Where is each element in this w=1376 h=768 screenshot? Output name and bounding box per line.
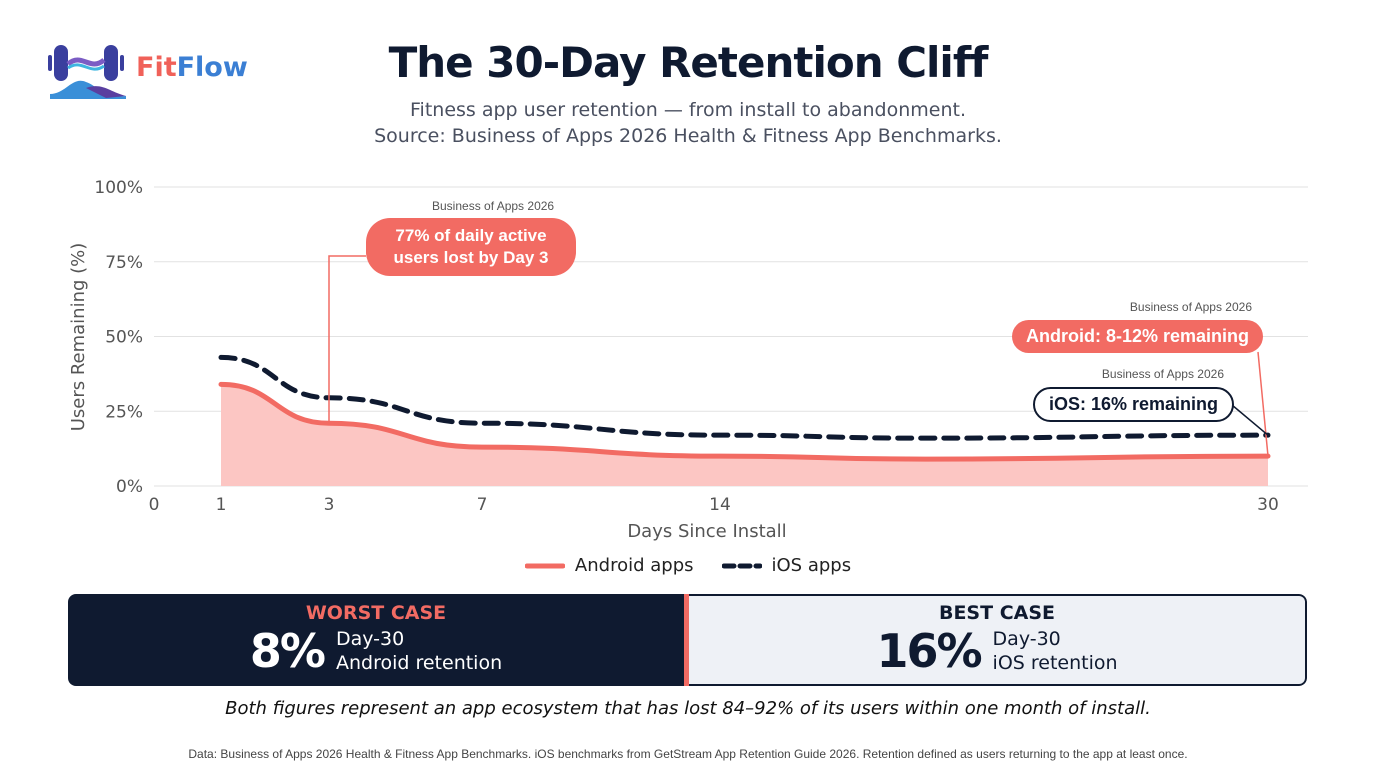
annotation-connector xyxy=(328,255,366,424)
worst-value: 8% xyxy=(249,624,326,678)
footnote: Data: Business of Apps 2026 Health & Fit… xyxy=(188,747,1188,761)
annotation-day3: 77% of daily active users lost by Day 3 xyxy=(366,218,576,276)
x-axis-label: Days Since Install xyxy=(627,521,786,542)
best-desc-2: iOS retention xyxy=(992,652,1118,674)
fitflow-logo-icon xyxy=(48,45,126,99)
y-tick-label: 0% xyxy=(116,477,143,497)
annotation-source: Business of Apps 2026 xyxy=(1101,367,1224,381)
worst-case-card: WORST CASE 8% Day-30 Android retention xyxy=(68,594,684,686)
legend-item-ios: iOS apps xyxy=(721,555,852,576)
x-tick-label: 30 xyxy=(1257,495,1279,515)
best-value: 16% xyxy=(876,624,982,678)
legend: Android apps iOS apps xyxy=(0,555,1376,576)
subtitle: Fitness app user retention — from instal… xyxy=(410,99,966,121)
annotation-source: Business of Apps 2026 xyxy=(1129,300,1252,314)
best-desc-1: Day-30 xyxy=(992,628,1061,650)
divider xyxy=(684,594,689,686)
best-heading: BEST CASE xyxy=(938,602,1056,624)
annotation-android: Android: 8-12% remaining xyxy=(1011,320,1263,353)
best-case-card: BEST CASE 16% Day-30 iOS retention xyxy=(689,594,1307,686)
legend-label: iOS apps xyxy=(771,555,852,576)
worst-desc-2: Android retention xyxy=(335,652,503,674)
x-tick-label: 3 xyxy=(324,495,335,515)
source-line: Source: Business of Apps 2026 Health & F… xyxy=(374,125,1002,147)
legend-item-android: Android apps xyxy=(524,555,694,576)
annotation-ios: iOS: 16% remaining xyxy=(1032,387,1234,422)
y-tick-label: 75% xyxy=(105,253,143,273)
x-tick-label: 7 xyxy=(477,495,488,515)
y-tick-label: 50% xyxy=(105,328,143,348)
x-tick-label: 14 xyxy=(709,495,731,515)
annotation-connector xyxy=(1257,351,1269,457)
summary-text: Both figures represent an app ecosystem … xyxy=(225,698,1151,719)
legend-label: Android apps xyxy=(574,555,694,576)
legend-swatch-ios xyxy=(721,563,762,568)
y-tick-label: 100% xyxy=(94,178,143,198)
legend-swatch-android xyxy=(524,563,565,568)
annotation-connector xyxy=(1231,404,1269,436)
worst-heading: WORST CASE xyxy=(305,602,447,624)
worst-desc-1: Day-30 xyxy=(335,628,405,650)
x-tick-label: 0 xyxy=(149,495,160,515)
x-tick-label: 1 xyxy=(216,495,227,515)
annotation-source: Business of Apps 2026 xyxy=(432,199,555,213)
y-tick-label: 25% xyxy=(105,402,143,422)
comparison-cards: WORST CASE 8% Day-30 Android retention BE… xyxy=(68,594,1307,686)
logo-wordmark: FitFlow xyxy=(136,52,248,83)
page-title: The 30-Day Retention Cliff xyxy=(388,38,989,87)
y-axis-label: Users Remaining (%) xyxy=(68,243,89,432)
